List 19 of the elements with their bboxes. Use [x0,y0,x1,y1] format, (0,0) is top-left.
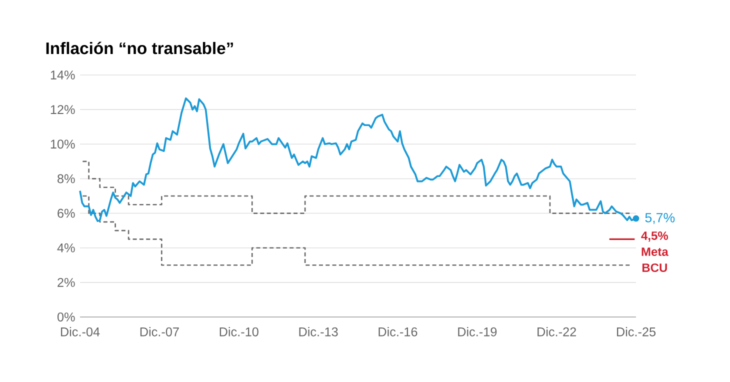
x-tick-label: Dic.-04 [60,327,100,336]
y-tick-label: 10% [50,140,75,149]
y-tick-label: 2% [58,278,75,287]
x-tick-label: Dic.-07 [140,327,179,336]
chart-title: Inflación “no transable” [46,42,233,54]
y-tick-label: 14% [50,70,75,80]
x-tick-label: Dic.-13 [299,327,338,336]
ref-line-label: 4,5% Meta BCU [641,231,668,272]
annotation: 5,7% [645,212,675,224]
x-tick-label: Dic.-19 [458,327,497,336]
y-tick-label: 4% [57,243,75,252]
x-tick-label: Dic.-25 [616,327,656,336]
y-tick-label: 12% [50,105,75,114]
x-tick-label: Dic.-10 [220,327,258,336]
x-tick-label: Dic.-16 [378,327,418,336]
y-tick-label: 8% [58,174,75,184]
y-tick-label: 0% [57,312,75,322]
x-tick-label: Dic.-22 [538,327,576,336]
y-tick-label: 6% [58,208,75,218]
